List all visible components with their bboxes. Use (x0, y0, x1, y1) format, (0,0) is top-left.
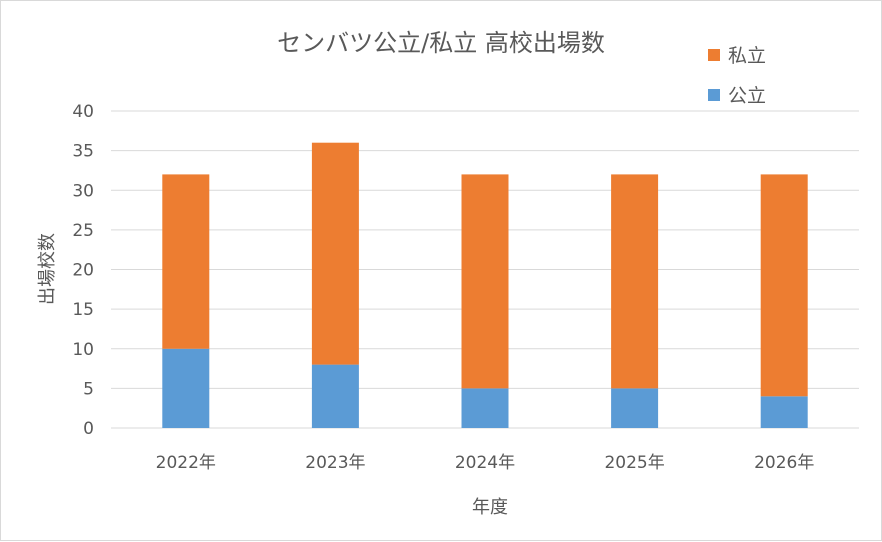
legend-swatch (708, 49, 720, 61)
y-tick-label: 15 (72, 300, 94, 320)
bar-segment-public (760, 396, 808, 428)
legend-swatch (708, 89, 720, 101)
legend-label: 公立 (728, 85, 766, 107)
y-tick-label: 10 (72, 340, 94, 360)
bar-segment-private (461, 174, 509, 389)
y-axis-ticks: 0 5 10 15 20 25 30 35 40 (72, 102, 94, 439)
y-tick-label: 20 (72, 261, 94, 281)
y-tick-label: 35 (72, 142, 94, 162)
y-tick-label: 25 (72, 221, 94, 241)
bar-segment-public (162, 348, 210, 428)
bar-segment-private (162, 174, 210, 349)
bar-segment-public (611, 388, 659, 428)
bar-segment-public (461, 388, 509, 428)
chart-title: センバツ公立/私立 高校出場数 (277, 29, 605, 57)
bar-segment-private (760, 174, 808, 397)
y-tick-label: 5 (83, 379, 94, 399)
bars (162, 142, 808, 428)
x-tick-label: 2026年 (754, 453, 814, 473)
bar-segment-private (311, 142, 359, 365)
y-tick-label: 40 (72, 102, 94, 122)
x-axis-ticks: 2022年 2023年 2024年 2025年 2026年 (156, 453, 815, 473)
x-tick-label: 2024年 (455, 453, 515, 473)
x-tick-label: 2025年 (604, 453, 664, 473)
x-axis-title: 年度 (472, 497, 508, 518)
legend-label: 私立 (728, 45, 766, 67)
y-axis-title: 出場校数 (37, 233, 58, 305)
y-tick-label: 0 (83, 419, 94, 439)
y-tick-label: 30 (72, 181, 94, 201)
bar-segment-public (311, 364, 359, 428)
x-tick-label: 2022年 (156, 453, 216, 473)
bar-segment-private (611, 174, 659, 389)
x-tick-label: 2023年 (305, 453, 365, 473)
